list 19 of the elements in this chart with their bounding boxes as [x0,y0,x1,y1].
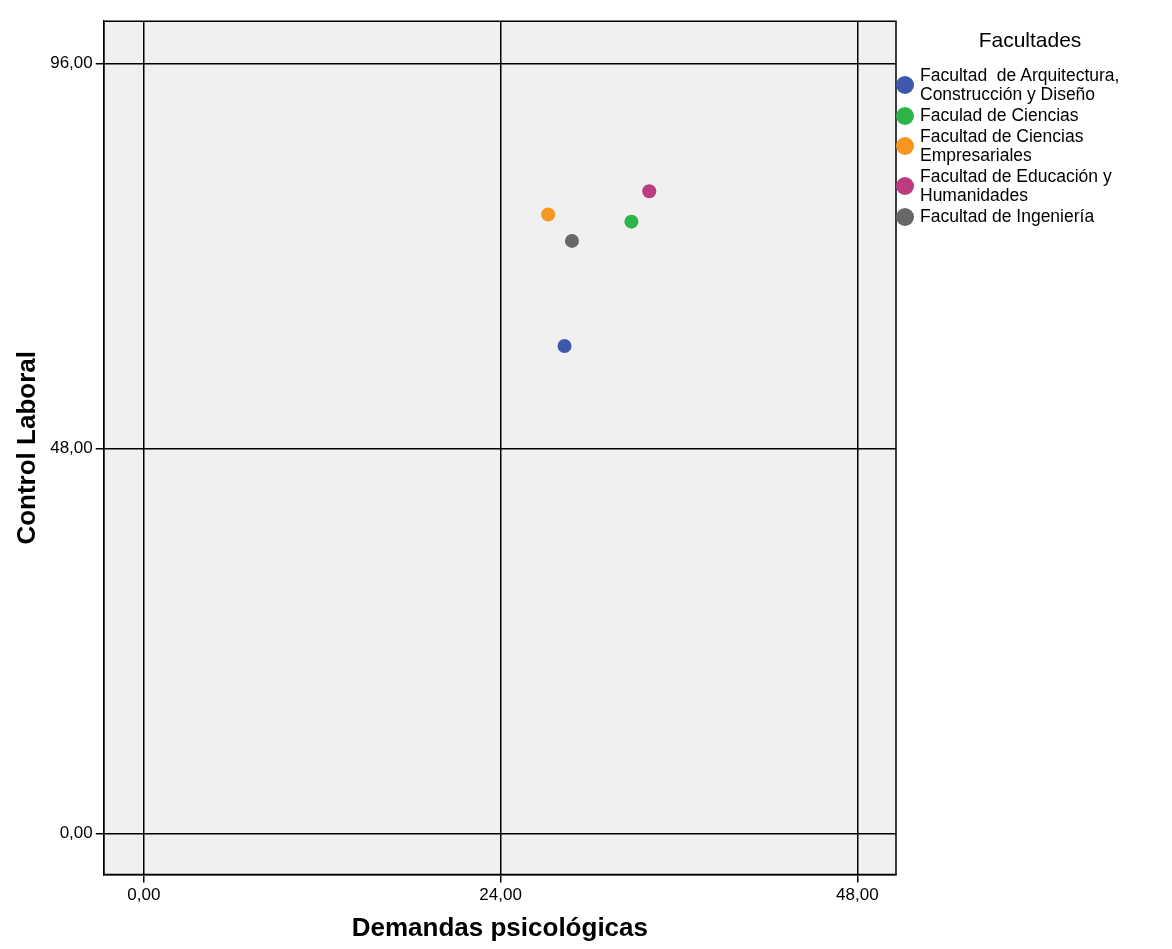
point [642,184,657,199]
legend-title: Facultades [977,28,1083,52]
y-axis-title: Control Laboral [10,351,41,545]
legend-label: Facultad de Educación y Humanidades [920,166,1113,205]
x-tick-label: 24,00 [479,885,522,905]
y-tick-label: 0,00 [59,823,93,843]
point [624,214,639,229]
legend-label: Facultad de Ciencias Empresariales [920,126,1085,165]
point [541,207,556,222]
x-tick-label: 0,00 [127,885,161,905]
legend-label: Facultad de Ingeniería [920,206,1096,226]
point [564,233,579,248]
legend-label: Faculad de Ciencias [920,105,1080,125]
legend-label: Facultad de Arquitectura, Construcción y Diseño [920,65,1121,104]
x-axis-title: Demandas psicológicas [351,911,648,942]
x-tick-label: 48,00 [836,885,879,905]
y-tick-label: 96,00 [50,53,93,73]
point [557,338,572,353]
y-tick-label: 48,00 [50,438,93,458]
